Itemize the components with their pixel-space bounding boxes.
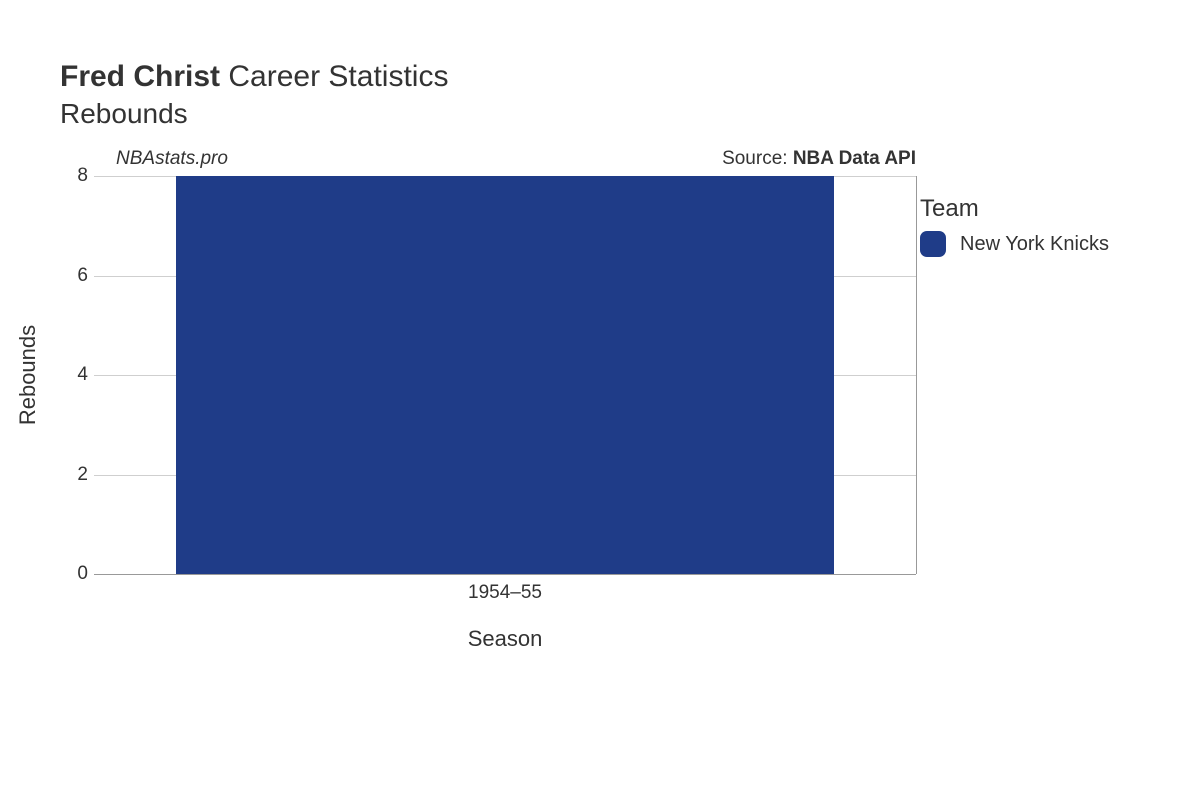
x-axis-line bbox=[94, 574, 916, 575]
plot-area: Rebounds Season 024681954–55 bbox=[94, 176, 916, 574]
player-name: Fred Christ bbox=[60, 60, 220, 93]
y-tick-label: 4 bbox=[64, 364, 88, 386]
legend: Team New York Knicks bbox=[920, 195, 1109, 257]
chart-subtitle: Rebounds bbox=[60, 98, 916, 130]
meta-row: NBAstats.pro Source: NBA Data API bbox=[94, 148, 916, 170]
title-suffix: Career Statistics bbox=[228, 60, 448, 93]
site-label: NBAstats.pro bbox=[116, 148, 228, 169]
legend-item: New York Knicks bbox=[920, 231, 1109, 257]
x-axis-title: Season bbox=[94, 626, 916, 652]
chart-container: Fred Christ Career Statistics Rebounds N… bbox=[60, 60, 916, 574]
y-tick-label: 0 bbox=[64, 563, 88, 585]
right-axis-line bbox=[916, 176, 917, 574]
y-axis-title: Rebounds bbox=[15, 325, 41, 425]
y-tick-label: 2 bbox=[64, 464, 88, 486]
y-tick-label: 8 bbox=[64, 165, 88, 187]
source-name: NBA Data API bbox=[793, 148, 916, 169]
y-tick-label: 6 bbox=[64, 265, 88, 287]
source-prefix: Source: bbox=[722, 148, 793, 169]
x-tick-label: 1954–55 bbox=[468, 582, 542, 604]
legend-item-label: New York Knicks bbox=[960, 233, 1109, 256]
bar bbox=[176, 176, 834, 574]
legend-title: Team bbox=[920, 195, 1109, 223]
chart-title: Fred Christ Career Statistics bbox=[60, 60, 916, 94]
legend-swatch bbox=[920, 231, 946, 257]
source-label: Source: NBA Data API bbox=[722, 148, 916, 170]
